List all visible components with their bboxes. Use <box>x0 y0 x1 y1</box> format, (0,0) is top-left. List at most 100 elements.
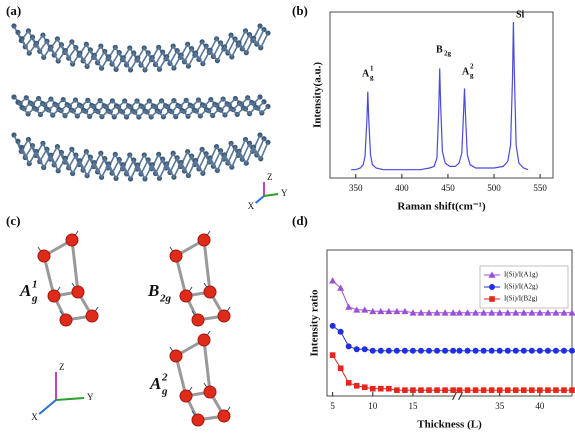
y-axis-label: Intensity ratio <box>309 289 321 356</box>
atom <box>203 285 217 299</box>
marker <box>488 387 495 393</box>
marker <box>417 347 424 354</box>
marker <box>361 306 369 313</box>
marker <box>345 343 352 350</box>
marker <box>369 307 377 315</box>
marker <box>561 387 567 393</box>
panel-label: (a) <box>6 3 21 18</box>
marker <box>472 347 479 354</box>
marker <box>496 387 503 393</box>
marker <box>369 347 376 354</box>
mode-label: A <box>149 374 161 393</box>
x-tick-label: 15 <box>408 401 418 411</box>
legend-label: I(Si)/I(A2g) <box>504 283 538 291</box>
axis-arrow <box>254 195 265 204</box>
marker <box>569 347 575 354</box>
axis-arrow <box>263 193 279 197</box>
peak-label: A <box>362 68 370 79</box>
x-axis-label: Thickness (L) <box>417 419 482 431</box>
marker <box>337 328 344 335</box>
mode-label: A <box>19 281 31 300</box>
marker <box>426 347 433 354</box>
marker <box>345 380 352 386</box>
marker <box>353 306 361 313</box>
marker <box>521 387 527 393</box>
marker <box>528 309 536 316</box>
marker <box>512 309 520 316</box>
marker <box>529 387 535 393</box>
marker <box>560 309 568 316</box>
marker <box>488 347 495 354</box>
atom <box>179 389 193 403</box>
marker <box>544 309 552 316</box>
marker <box>464 347 471 354</box>
marker <box>488 309 496 316</box>
peak-label: B <box>436 44 443 55</box>
marker <box>512 387 519 393</box>
marker <box>337 284 345 291</box>
x-tick-label: 500 <box>487 183 501 193</box>
marker <box>377 347 384 354</box>
bond <box>174 355 188 397</box>
bond <box>202 339 212 393</box>
peak-label: Si <box>516 9 525 20</box>
marker <box>496 309 504 316</box>
marker <box>504 347 511 354</box>
marker <box>378 385 384 392</box>
marker <box>504 309 512 316</box>
atom <box>217 409 231 423</box>
series-line <box>351 21 529 171</box>
bond <box>21 32 269 72</box>
mode-label: g <box>161 386 168 398</box>
marker <box>480 347 487 354</box>
marker <box>434 347 441 354</box>
marker <box>450 347 457 354</box>
x-tick-label: 40 <box>535 401 545 411</box>
marker <box>456 387 463 393</box>
marker <box>345 303 353 310</box>
bond <box>174 255 188 297</box>
atom <box>191 413 205 427</box>
axis-break <box>454 393 461 399</box>
axis-break <box>452 391 457 401</box>
mode-label: 2g <box>159 293 172 305</box>
marker <box>353 382 360 389</box>
axis-arrow <box>38 399 57 415</box>
marker <box>456 347 463 354</box>
marker <box>385 347 392 354</box>
marker <box>456 309 464 316</box>
x-tick-label: 450 <box>441 183 455 193</box>
bond <box>202 239 212 293</box>
atom <box>85 309 99 323</box>
atom <box>179 289 193 303</box>
marker <box>433 309 441 316</box>
axis-name: Y <box>281 188 288 198</box>
legend-label: I(Si)/I(A1g) <box>504 271 538 279</box>
y-axis-label: Intensity(a.u.) <box>312 62 324 128</box>
marker <box>393 307 401 315</box>
marker <box>417 309 425 316</box>
marker <box>409 309 417 316</box>
marker <box>386 385 392 392</box>
atom <box>169 349 183 363</box>
mode-label: B <box>147 281 159 300</box>
marker <box>393 347 400 354</box>
peak-label: g <box>470 72 474 80</box>
marker <box>361 384 368 391</box>
marker <box>410 387 416 393</box>
marker <box>425 309 433 316</box>
marker <box>520 347 527 354</box>
marker <box>394 387 400 393</box>
marker <box>464 309 472 316</box>
marker <box>537 387 543 393</box>
marker <box>545 387 551 393</box>
atom <box>191 313 205 327</box>
legend-label: I(Si)/I(B2g) <box>504 295 538 303</box>
marker <box>434 387 440 393</box>
atom <box>71 285 85 299</box>
marker <box>553 387 559 393</box>
marker <box>329 322 336 329</box>
marker <box>489 284 495 290</box>
